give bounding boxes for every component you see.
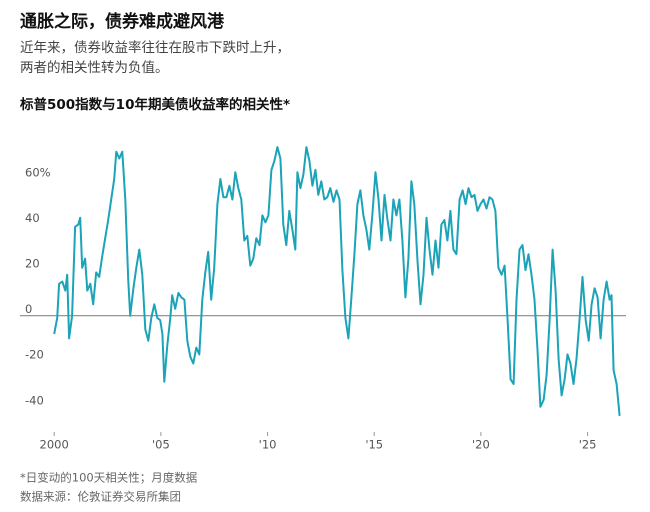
x-tick-label: '20: [472, 438, 490, 452]
x-tick-label: 2000: [40, 438, 69, 452]
footnote: *日变动的100天相关性；月度数据: [20, 471, 198, 485]
y-tick-label: 0: [25, 302, 32, 316]
chart-title: 通胀之际，债券难成避风港: [20, 11, 225, 32]
subtitle: 两者的相关性转为负值。: [20, 60, 169, 76]
x-tick-label: '10: [259, 438, 277, 452]
chart-subtitle: 标普500指数与10年期美债收益率的相关性*: [19, 96, 290, 113]
x-tick-label: '15: [365, 438, 383, 452]
y-tick-label: 60%: [25, 166, 51, 180]
y-tick-label: 20: [25, 257, 40, 271]
x-tick-label: '25: [579, 438, 597, 452]
data-line: [53, 146, 621, 416]
subtitle: 近年来，债券收益率往往在股市下跌时上升，: [20, 39, 290, 56]
x-tick-label: '05: [152, 438, 170, 452]
source: 数据来源：伦敦证券交易所集团: [20, 490, 181, 504]
y-tick-label: -20: [25, 348, 44, 362]
y-tick-label: -40: [25, 393, 44, 407]
y-tick-label: 40: [25, 211, 40, 225]
